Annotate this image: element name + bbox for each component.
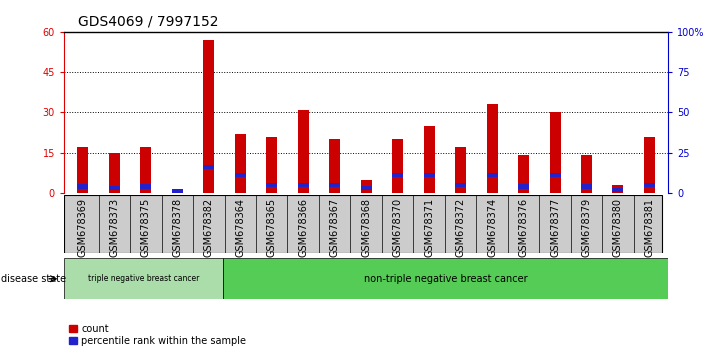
Text: GSM678376: GSM678376 [518, 198, 528, 257]
Text: GSM678367: GSM678367 [330, 198, 340, 257]
Text: GSM678371: GSM678371 [424, 198, 434, 257]
Text: GSM678366: GSM678366 [298, 198, 308, 257]
Bar [140, 147, 151, 193]
Bar [424, 126, 434, 193]
Bar [612, 185, 624, 193]
Bar [77, 147, 88, 193]
Text: GDS4069 / 7997152: GDS4069 / 7997152 [78, 14, 219, 28]
Bar [298, 183, 309, 187]
Text: GSM678380: GSM678380 [613, 198, 623, 257]
Bar [644, 183, 655, 187]
Text: non-triple negative breast cancer: non-triple negative breast cancer [364, 274, 528, 284]
Bar [518, 155, 529, 193]
Text: GSM678368: GSM678368 [361, 198, 371, 257]
Text: GSM678372: GSM678372 [456, 198, 466, 257]
Bar [109, 186, 120, 190]
Bar [235, 173, 246, 177]
Text: GSM678369: GSM678369 [78, 198, 88, 257]
Bar [392, 173, 403, 177]
Text: triple negative breast cancer: triple negative breast cancer [88, 274, 199, 283]
Text: GSM678377: GSM678377 [550, 198, 560, 257]
Bar [550, 113, 560, 193]
Bar [329, 139, 340, 193]
Bar [140, 184, 151, 188]
Bar [172, 189, 183, 193]
Bar [266, 183, 277, 187]
Bar [329, 183, 340, 187]
Text: GSM678365: GSM678365 [267, 198, 277, 257]
Bar [109, 153, 120, 193]
Bar [360, 186, 372, 190]
Legend: count, percentile rank within the sample: count, percentile rank within the sample [69, 324, 247, 346]
Bar [486, 104, 498, 193]
Text: GSM678379: GSM678379 [582, 198, 592, 257]
Bar [77, 184, 88, 188]
FancyBboxPatch shape [223, 258, 668, 299]
Text: GSM678364: GSM678364 [235, 198, 245, 257]
Bar [235, 134, 246, 193]
Text: GSM678381: GSM678381 [644, 198, 654, 257]
Bar [203, 40, 214, 193]
Text: GSM678375: GSM678375 [141, 198, 151, 257]
Bar [581, 184, 592, 188]
Text: GSM678370: GSM678370 [392, 198, 402, 257]
Bar [581, 155, 592, 193]
Bar [392, 139, 403, 193]
Bar [360, 179, 372, 193]
Bar [203, 165, 214, 169]
Text: GSM678374: GSM678374 [487, 198, 497, 257]
Text: GSM678382: GSM678382 [204, 198, 214, 257]
Bar [424, 173, 434, 177]
Bar [455, 147, 466, 193]
Bar [644, 137, 655, 193]
Bar [612, 188, 624, 192]
FancyBboxPatch shape [64, 258, 223, 299]
Bar [518, 184, 529, 188]
Bar [455, 183, 466, 187]
Bar [550, 173, 560, 177]
FancyBboxPatch shape [64, 195, 662, 253]
Text: disease state: disease state [1, 274, 66, 284]
Bar [298, 110, 309, 193]
Text: GSM678378: GSM678378 [172, 198, 182, 257]
Bar [172, 190, 183, 193]
Text: GSM678373: GSM678373 [109, 198, 119, 257]
Bar [266, 137, 277, 193]
Bar [486, 173, 498, 177]
